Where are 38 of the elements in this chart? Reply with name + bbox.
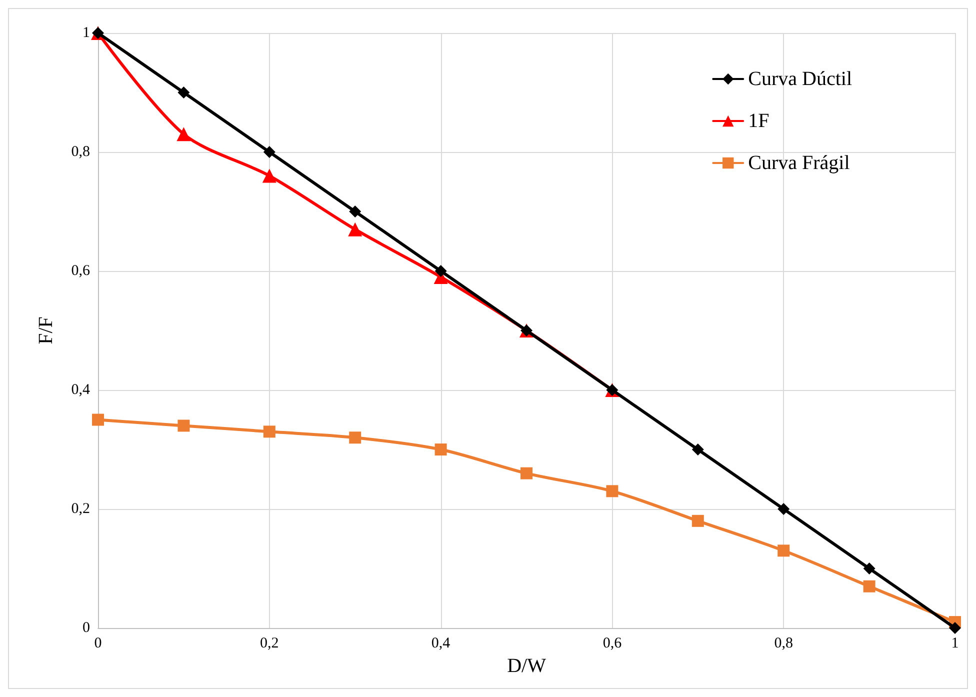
legend-label: Curva Dúctil (748, 68, 852, 90)
y-tick-label: 0,8 (71, 144, 90, 160)
x-axis-title: D/W (507, 655, 546, 677)
x-tick-label: 1 (951, 636, 959, 652)
point (863, 562, 876, 574)
point (949, 622, 961, 634)
point (92, 414, 104, 426)
y-axis-title: F/F (35, 316, 57, 344)
point (434, 444, 447, 456)
x-tick-label: 0,6 (602, 636, 622, 652)
y-tick-label: 0,2 (71, 501, 90, 517)
y-tick-label: 0,6 (71, 263, 90, 279)
point (778, 503, 790, 515)
point (263, 146, 276, 158)
x-tick-label: 0 (94, 636, 102, 652)
point (778, 544, 790, 557)
x-tick-label: 0,8 (774, 636, 793, 652)
point (178, 86, 190, 98)
legend-label: 1F (748, 110, 770, 132)
point (263, 426, 276, 438)
x-tick-label: 0,2 (260, 636, 279, 652)
point (349, 432, 362, 444)
point (349, 206, 362, 218)
point (262, 168, 276, 183)
point (606, 485, 618, 498)
point (434, 265, 447, 277)
y-tick-label: 1 (82, 25, 90, 41)
point (520, 467, 532, 480)
point (178, 420, 190, 432)
point (176, 127, 191, 142)
y-tick-label: 0 (82, 620, 90, 636)
point (863, 580, 876, 592)
point (692, 514, 704, 527)
legend-label: Curva Frágil (748, 152, 850, 174)
x-tick-label: 0,4 (431, 636, 451, 652)
point (348, 222, 362, 236)
point (692, 444, 704, 456)
y-tick-label: 0,4 (71, 382, 90, 398)
